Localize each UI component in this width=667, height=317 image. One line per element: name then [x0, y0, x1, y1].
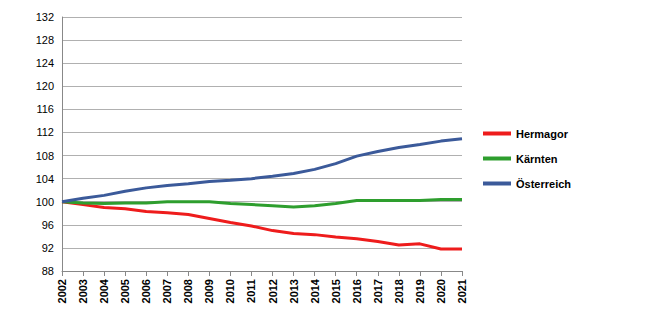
svg-text:2014: 2014 [309, 278, 321, 303]
svg-text:2005: 2005 [119, 279, 131, 303]
svg-text:132: 132 [36, 11, 54, 23]
svg-text:124: 124 [36, 57, 54, 69]
svg-text:92: 92 [42, 242, 54, 254]
svg-text:2013: 2013 [288, 279, 300, 303]
svg-text:2010: 2010 [224, 279, 236, 303]
svg-text:116: 116 [36, 103, 54, 115]
svg-text:2003: 2003 [77, 279, 89, 303]
svg-text:104: 104 [36, 173, 54, 185]
svg-text:2020: 2020 [435, 279, 447, 303]
svg-text:2017: 2017 [372, 279, 384, 303]
svg-text:Hermagor: Hermagor [516, 128, 569, 140]
svg-text:2008: 2008 [182, 279, 194, 303]
svg-text:2018: 2018 [393, 279, 405, 303]
svg-text:2015: 2015 [330, 279, 342, 303]
svg-text:2011: 2011 [245, 279, 257, 303]
svg-text:2009: 2009 [203, 279, 215, 303]
svg-text:120: 120 [36, 80, 54, 92]
svg-text:Österreich: Österreich [516, 178, 571, 190]
svg-text:2016: 2016 [351, 279, 363, 303]
svg-text:100: 100 [36, 196, 54, 208]
svg-text:108: 108 [36, 150, 54, 162]
svg-text:Kärnten: Kärnten [516, 153, 558, 165]
svg-text:2002: 2002 [56, 279, 68, 303]
svg-text:2019: 2019 [414, 279, 426, 303]
svg-text:2021: 2021 [456, 279, 468, 303]
svg-text:2012: 2012 [267, 279, 279, 303]
svg-text:2004: 2004 [98, 278, 110, 303]
svg-text:2006: 2006 [140, 279, 152, 303]
svg-text:96: 96 [42, 219, 54, 231]
svg-text:88: 88 [42, 265, 54, 277]
svg-text:112: 112 [36, 126, 54, 138]
svg-text:128: 128 [36, 34, 54, 46]
svg-text:2007: 2007 [161, 279, 173, 303]
